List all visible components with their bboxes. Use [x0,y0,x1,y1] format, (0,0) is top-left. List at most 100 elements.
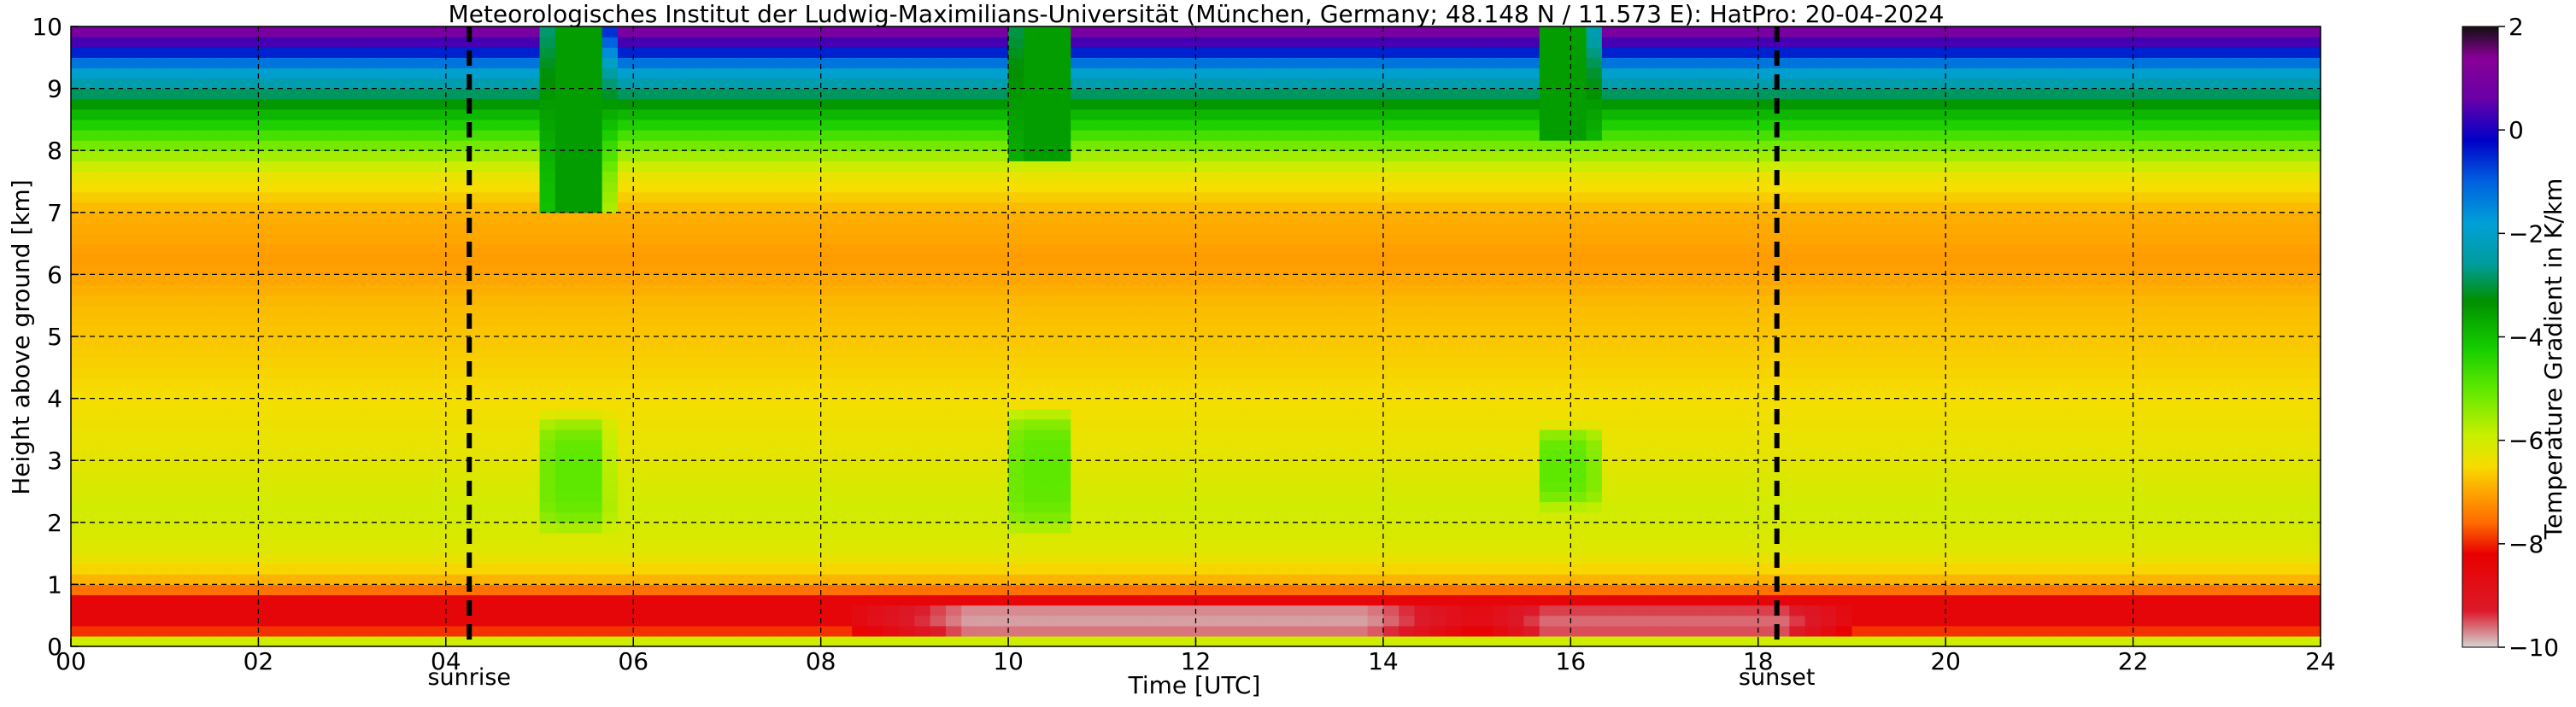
heatmap-cell [1024,429,1040,441]
heatmap-cell [352,26,368,38]
heatmap-cell [977,37,994,48]
heatmap-cell [477,79,493,90]
heatmap-cell [1055,626,1071,637]
heatmap-cell [993,57,1009,68]
heatmap-cell [524,243,540,254]
heatmap-cell [977,502,994,513]
heatmap-cell [493,512,509,523]
heatmap-cell [493,336,509,348]
heatmap-cell [774,109,790,120]
heatmap-cell [1102,533,1118,544]
heatmap-cell [399,89,415,100]
heatmap-cell [1242,233,1259,244]
heatmap-cell [1149,47,1165,58]
heatmap-cell [868,357,884,368]
heatmap-cell [789,109,806,120]
heatmap-cell [946,357,962,368]
heatmap-cell [1242,460,1259,471]
heatmap-cell [352,357,368,368]
heatmap-cell [149,161,165,172]
heatmap-cell [571,470,587,482]
heatmap-cell [1259,347,1275,358]
heatmap-cell [431,502,447,513]
heatmap-cell [571,450,587,461]
heatmap-cell [133,274,150,285]
heatmap-cell [243,120,259,131]
heatmap-cell [133,584,150,595]
heatmap-cell [243,233,259,244]
heatmap-cell [1274,367,1290,378]
heatmap-cell [524,89,540,100]
heatmap-cell [1071,130,1087,141]
heatmap-cell [337,377,353,389]
heatmap-cell [946,336,962,348]
heatmap-cell [540,274,556,285]
heatmap-cell [1212,440,1228,451]
heatmap-cell [1242,636,1259,647]
heatmap-cell [196,377,212,389]
heatmap-cell [852,79,868,90]
heatmap-cell [477,336,493,348]
heatmap-cell [1024,512,1040,523]
heatmap-cell [165,460,181,471]
heatmap-cell [1024,254,1040,265]
heatmap-cell [258,389,274,400]
heatmap-cell [86,626,103,637]
heatmap-cell [618,595,634,606]
heatmap-cell [1102,326,1118,337]
heatmap-cell [649,336,666,348]
heatmap-cell [727,57,743,68]
heatmap-cell [1165,450,1181,461]
heatmap-cell [695,285,712,296]
heatmap-cell [899,336,915,348]
heatmap-cell [337,202,353,213]
heatmap-cell [477,492,493,503]
heatmap-cell [399,543,415,554]
heatmap-cell [946,605,962,616]
heatmap-cell [1024,626,1040,637]
heatmap-cell [243,502,259,513]
heatmap-cell [571,347,587,358]
heatmap-cell [399,367,415,378]
heatmap-cell [196,336,212,348]
heatmap-cell [930,470,947,482]
heatmap-cell [508,419,525,430]
heatmap-cell [1227,357,1243,368]
heatmap-cell [1336,543,1353,554]
heatmap-cell [586,140,602,151]
heatmap-cell [1102,502,1118,513]
heatmap-cell [789,285,806,296]
heatmap-cell [789,357,806,368]
heatmap-cell [493,389,509,400]
heatmap-cell [1336,326,1353,337]
heatmap-cell [633,295,649,307]
heatmap-cell [227,419,244,430]
heatmap-cell [993,399,1009,410]
heatmap-cell [977,254,994,265]
heatmap-cell [695,626,712,637]
heatmap-cell [258,616,274,627]
heatmap-cell [149,553,165,564]
heatmap-cell [727,316,743,327]
heatmap-cell [133,470,150,482]
heatmap-cell [477,89,493,100]
heatmap-cell [633,223,649,234]
heatmap-cell [1336,233,1353,244]
heatmap-cell [649,89,666,100]
heatmap-cell [71,57,87,68]
heatmap-cell [493,295,509,307]
heatmap-cell [852,399,868,410]
heatmap-cell [399,223,415,234]
heatmap-cell [1242,419,1259,430]
heatmap-cell [852,243,868,254]
heatmap-cell [431,626,447,637]
heatmap-cell [352,140,368,151]
heatmap-cell [1149,57,1165,68]
heatmap-cell [446,79,462,90]
heatmap-cell [1259,399,1275,410]
heatmap-cell [321,130,337,141]
heatmap-cell [196,254,212,265]
heatmap-cell [1289,57,1306,68]
heatmap-cell [384,367,400,378]
heatmap-cell [1071,306,1087,317]
